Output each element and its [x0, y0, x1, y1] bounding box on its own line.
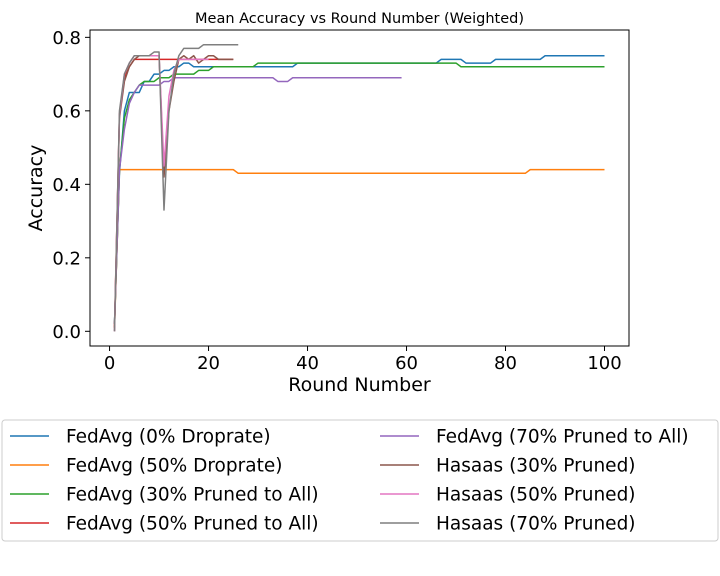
y-axis-title: Accuracy	[25, 145, 47, 232]
x-axis-title: Round Number	[288, 374, 431, 396]
legend-frame	[1, 419, 719, 542]
series-line-4	[113, 58, 234, 328]
x-tick-label: 100	[587, 353, 621, 374]
y-tick-label: 0.8	[52, 28, 81, 49]
legend-item: FedAvg (50% Droprate)	[10, 456, 282, 477]
y-tick-label: 0.6	[52, 101, 81, 122]
series-line-5	[113, 77, 402, 324]
legend-label: Hasaas (70% Pruned)	[436, 514, 636, 535]
legend-item: FedAvg (0% Droprate)	[10, 427, 271, 448]
x-tick-label: 0	[104, 353, 115, 374]
x-tick-label: 20	[197, 353, 220, 374]
series-line-1	[113, 54, 605, 324]
legend-item: Hasaas (70% Pruned)	[380, 514, 636, 535]
legend-item: FedAvg (30% Pruned to All)	[10, 485, 319, 506]
series-line-6	[113, 54, 234, 332]
y-tick-label: 0.2	[52, 248, 81, 269]
chart-title: Mean Accuracy vs Round Number (Weighted)	[195, 11, 524, 27]
x-tick-label: 60	[395, 353, 418, 374]
plot-frame	[89, 29, 630, 347]
x-tick-label: 40	[296, 353, 319, 374]
legend-item: FedAvg (50% Pruned to All)	[10, 514, 319, 535]
y-tick-label: 0.4	[52, 175, 81, 196]
legend-label: FedAvg (0% Droprate)	[66, 427, 271, 448]
legend-item: Hasaas (50% Pruned)	[380, 485, 636, 506]
y-tick-label: 0.0	[52, 322, 81, 343]
series-line-8	[113, 43, 239, 332]
x-axis: 0 20 40 60 80 100	[104, 346, 622, 374]
legend-label: Hasaas (50% Pruned)	[436, 485, 636, 506]
legend-label: FedAvg (50% Droprate)	[66, 456, 282, 477]
x-tick-label: 80	[494, 353, 517, 374]
plot-area	[89, 29, 630, 347]
series-line-3	[113, 62, 605, 324]
series-line-2	[113, 168, 605, 328]
legend-label: FedAvg (30% Pruned to All)	[66, 485, 319, 506]
legend: FedAvg (0% Droprate) FedAvg (50% Droprate…	[1, 419, 719, 542]
legend-label: FedAvg (50% Pruned to All)	[66, 514, 319, 535]
legend-item: Hasaas (30% Pruned)	[380, 456, 636, 477]
legend-label: FedAvg (70% Pruned to All)	[436, 427, 689, 448]
legend-label: Hasaas (30% Pruned)	[436, 456, 636, 477]
legend-item: FedAvg (70% Pruned to All)	[380, 427, 689, 448]
y-axis: 0.0 0.2 0.4 0.6 0.8	[52, 28, 90, 343]
